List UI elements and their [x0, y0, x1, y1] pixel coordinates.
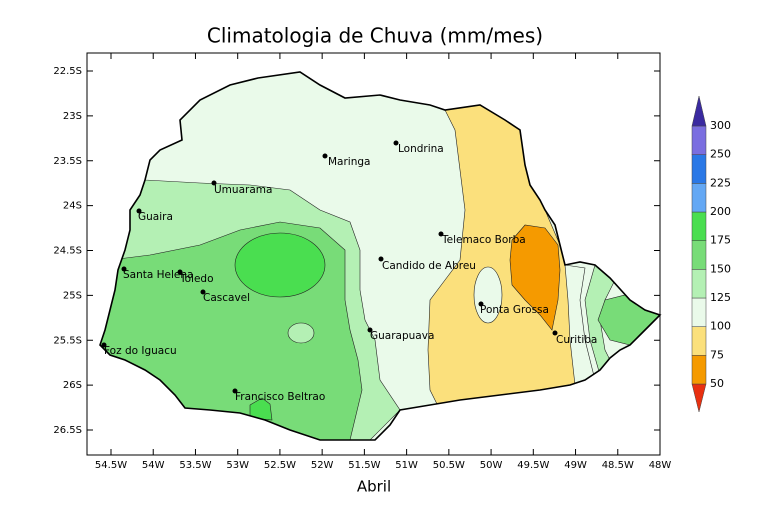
city-dot: [177, 269, 183, 275]
x-tick-label: 48W: [649, 460, 672, 471]
city-label: Curitiba: [556, 334, 597, 346]
x-tick-label: 52W: [311, 460, 334, 471]
title: Climatologia de Chuva (mm/mes): [207, 24, 543, 48]
region-125-150: [287, 322, 315, 344]
city-label: Santa Helena: [123, 269, 193, 281]
colorbar-box: [691, 211, 707, 241]
x-tick-label: 49W: [564, 460, 587, 471]
colorbar-label: 175: [710, 234, 731, 247]
x-tick-label: 49.5W: [517, 460, 549, 471]
city-label: Maringa: [328, 156, 370, 168]
colorbar-box: [691, 183, 707, 213]
colorbar-box: [691, 355, 707, 385]
city-dot: [552, 330, 558, 336]
colorbar-arrow-high: [691, 95, 707, 127]
x-tick-label: 53W: [226, 460, 249, 471]
colorbar-box: [691, 269, 707, 299]
x-axis-label: Abril: [357, 478, 391, 496]
city-dot: [322, 153, 328, 159]
colorbar-label: 50: [710, 377, 724, 390]
x-tick-label: 53.5W: [179, 460, 211, 471]
x-tick-label: 50W: [480, 460, 503, 471]
city-dot: [232, 388, 238, 394]
colorbar-label: 100: [710, 320, 731, 333]
city-labels: Londrina Maringa Umuarama Guaira Telemac…: [101, 140, 597, 403]
y-tick-label: 25S: [63, 290, 82, 301]
x-tick-label: 50.5W: [433, 460, 465, 471]
city-dot: [200, 289, 206, 295]
city-label: Guaira: [138, 211, 173, 223]
x-tick-label: 52.5W: [264, 460, 296, 471]
colorbar-label: 300: [710, 119, 731, 132]
y-tick-label: 22.5S: [53, 66, 82, 77]
y-tick-label: 23S: [63, 111, 82, 122]
colorbar-box: [691, 297, 707, 327]
city-dot: [121, 266, 127, 272]
y-tick-label: 26S: [63, 380, 82, 391]
y-tick-label: 24.5S: [53, 246, 82, 257]
x-tick-label: 51W: [395, 460, 418, 471]
city-label: Toledo: [179, 273, 214, 285]
city-dot: [438, 231, 444, 237]
city-label: Cascavel: [203, 292, 250, 304]
colorbar-label: 125: [710, 291, 731, 304]
colorbar-box: [691, 154, 707, 184]
colorbar-label: 75: [710, 348, 724, 361]
region-100-125: [473, 266, 503, 324]
x-tick-label: 54W: [142, 460, 165, 471]
colorbar-arrow-low: [691, 383, 707, 413]
x-tick-label: 51.5W: [348, 460, 380, 471]
x-tick-label: 48.5W: [602, 460, 634, 471]
region-50-75: [509, 224, 561, 331]
y-tick-label: 25.5S: [53, 335, 82, 346]
city-label: Guarapuava: [370, 330, 434, 342]
city-dot: [378, 256, 384, 262]
colorbar-label: 200: [710, 205, 731, 218]
colorbar-label: 225: [710, 176, 731, 189]
city-label: Foz do Iguacu: [104, 345, 177, 357]
colorbar-label: 250: [710, 148, 731, 161]
city-label: Umuarama: [214, 184, 272, 196]
city-dot: [478, 301, 484, 307]
region-175-200: [234, 232, 326, 298]
city-dot: [393, 140, 399, 146]
colorbar-box: [691, 240, 707, 270]
colorbar-label: 150: [710, 262, 731, 275]
city-dot: [211, 180, 217, 186]
colorbar-box: [691, 326, 707, 356]
y-tick-label: 26.5S: [53, 425, 82, 436]
y-tick-label: 24S: [63, 201, 82, 212]
city-label: Londrina: [398, 143, 444, 155]
city-dot: [101, 342, 107, 348]
city-dot: [367, 327, 373, 333]
y-tick-label: 23.5S: [53, 156, 82, 167]
city-label: Telemaco Borba: [441, 234, 526, 246]
city-label: Ponta Grossa: [480, 304, 549, 316]
colorbar-box: [691, 125, 707, 155]
city-label: Francisco Beltrao: [235, 391, 325, 403]
city-dot: [136, 208, 142, 214]
city-label: Candido de Abreu: [382, 260, 476, 272]
x-tick-label: 54.5W: [95, 460, 127, 471]
